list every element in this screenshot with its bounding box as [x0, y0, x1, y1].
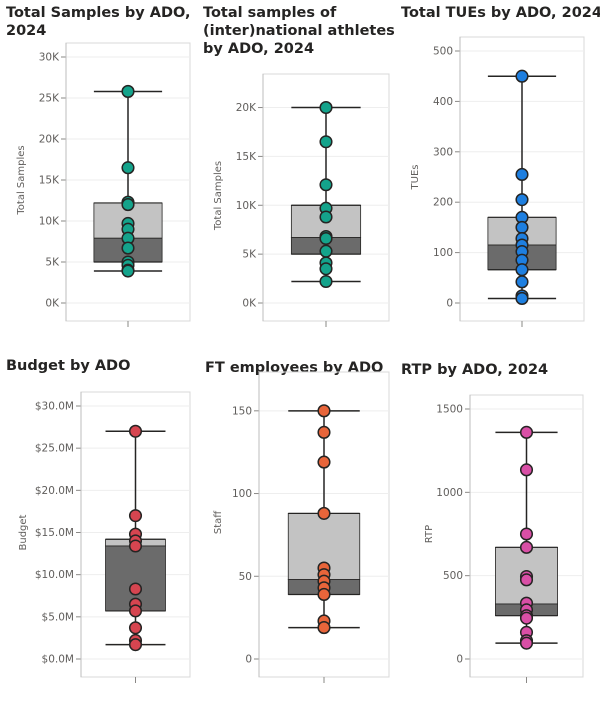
y-tick-label: 30K: [39, 52, 60, 64]
y-axis-title: TUEs: [410, 165, 421, 191]
y-tick-label: 20K: [236, 102, 257, 114]
data-point: [317, 425, 331, 439]
y-tick-label: 150: [232, 405, 252, 417]
boxplot-rtp: 0 500 1000 1500 RTP: [424, 394, 584, 683]
data-point: [319, 135, 333, 149]
data-point: [519, 425, 534, 439]
y-tick-label: 0: [456, 654, 463, 666]
y-tick-label: 1500: [436, 404, 463, 416]
y-tick-label: 5K: [45, 257, 60, 269]
y-tick-label: $10.0M: [35, 569, 74, 581]
title-line: 2024: [6, 23, 47, 39]
data-point: [519, 636, 534, 650]
y-tick-label: 100: [232, 488, 252, 500]
data-point: [319, 100, 333, 115]
boxplot-ft-employees: 0 50 100 150 Staff: [213, 371, 390, 683]
data-point: [128, 604, 143, 618]
data-point: [128, 621, 143, 635]
data-point: [319, 231, 333, 246]
chart-title-total-samples: Total Samples by ADO, 2024: [6, 4, 191, 40]
chart-title-intl-athletes: Total samples of (inter)national athlete…: [203, 4, 395, 58]
title-line: (inter)national athletes: [203, 23, 395, 39]
y-tick-label: $20.0M: [35, 485, 74, 497]
y-tick-label: 300: [433, 146, 453, 158]
data-point: [317, 621, 331, 635]
data-point: [317, 404, 331, 418]
y-axis-title: RTP: [424, 525, 435, 543]
title-line: Budget by ADO: [6, 358, 131, 374]
y-tick-label: 500: [443, 570, 463, 582]
data-point: [128, 638, 143, 652]
y-tick-label: 10K: [39, 216, 60, 228]
y-tick-label: 0: [446, 298, 453, 310]
y-axis-title: Budget: [18, 514, 29, 550]
y-tick-label: 0: [245, 654, 252, 666]
data-point: [519, 463, 534, 477]
data-point: [128, 582, 143, 596]
y-tick-label: 500: [433, 46, 453, 58]
chart-title-budget: Budget by ADO: [6, 357, 130, 375]
data-point: [319, 210, 333, 224]
title-line: Total Samples by ADO,: [6, 5, 191, 21]
title-line: Total TUEs by ADO, 2024: [401, 5, 600, 21]
boxplot-total-samples: 0K 5K 10K 15K 20K 25K 30K Total Samples: [16, 42, 191, 327]
data-point: [128, 509, 143, 523]
data-point: [519, 573, 534, 587]
chart-title-tues: Total TUEs by ADO, 2024: [401, 4, 600, 22]
y-tick-label: 15K: [236, 151, 257, 163]
data-point: [319, 178, 333, 192]
data-point: [317, 506, 331, 520]
y-tick-label: 100: [433, 247, 453, 259]
data-point: [515, 291, 529, 306]
y-tick-label: 0K: [242, 298, 257, 310]
title-line: by ADO, 2024: [203, 41, 315, 57]
data-point: [515, 193, 529, 207]
y-axis-title: Staff: [213, 510, 224, 534]
data-point: [519, 540, 534, 554]
boxplot-intl-athletes: 0K 5K 10K 15K 20K Total Samples: [213, 73, 390, 327]
title-line: Total samples of: [203, 5, 337, 21]
y-tick-label: $30.0M: [35, 401, 74, 413]
y-tick-label: 50: [239, 571, 252, 583]
data-point: [121, 241, 135, 255]
y-tick-label: 10K: [236, 200, 257, 212]
data-point: [319, 262, 333, 276]
y-tick-label: $15.0M: [35, 527, 74, 539]
data-point: [515, 275, 529, 289]
data-point: [121, 198, 135, 212]
y-tick-label: 20K: [39, 134, 60, 146]
y-axis-title: Total Samples: [16, 145, 27, 215]
data-point: [319, 274, 333, 289]
data-point: [128, 539, 143, 553]
boxplot-budget: $0.0M $5.0M $10.0M $15.0M $20.0M $25.0M $30.0M…: [18, 391, 191, 683]
y-tick-label: 25K: [39, 93, 60, 105]
y-tick-label: 1000: [436, 487, 463, 499]
data-point: [121, 84, 135, 98]
data-point: [317, 455, 331, 469]
boxplot-tues: 0 100 200 300 400 500 TUEs: [410, 36, 585, 327]
data-point: [121, 264, 135, 278]
y-tick-label: 15K: [39, 175, 60, 187]
y-tick-label: 5K: [242, 249, 257, 261]
y-tick-label: $25.0M: [35, 443, 74, 455]
data-point: [317, 587, 331, 602]
y-tick-label: 0K: [45, 298, 60, 310]
data-point: [515, 167, 529, 182]
data-point: [519, 527, 534, 541]
data-point: [121, 161, 135, 175]
data-point: [515, 69, 529, 83]
chart-title-rtp: RTP by ADO, 2024: [401, 361, 548, 379]
y-tick-label: $5.0M: [42, 611, 74, 623]
data-point: [128, 424, 143, 438]
data-point: [519, 611, 534, 625]
y-tick-label: 200: [433, 197, 453, 209]
y-tick-label: $0.0M: [42, 654, 74, 666]
y-tick-label: 400: [433, 96, 453, 108]
y-axis-title: Total Samples: [213, 161, 224, 231]
title-line: RTP by ADO, 2024: [401, 362, 549, 378]
